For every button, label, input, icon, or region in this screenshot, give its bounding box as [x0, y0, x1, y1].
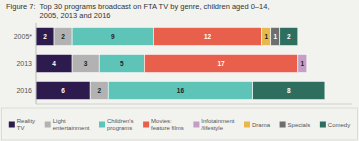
data-label: 6 — [61, 87, 65, 94]
bar-segment — [280, 27, 298, 45]
bar-segment — [153, 27, 261, 45]
bars — [36, 27, 325, 99]
legend-label: RealityTV — [17, 118, 35, 131]
legend-label-line: Reality — [17, 118, 35, 124]
data-label: 4 — [52, 60, 56, 67]
legend-swatch — [244, 122, 250, 128]
legend-swatch — [320, 122, 326, 128]
legend-label: Lightentertainment — [53, 118, 90, 131]
legend-swatch — [45, 122, 51, 128]
legend-label-line: Light — [53, 118, 66, 124]
legend: RealityTV Lightentertainment Children'spro… — [2, 108, 358, 140]
bar-segment — [262, 27, 271, 45]
bar-segment — [253, 81, 325, 99]
legend-label-line: Specials — [288, 122, 311, 128]
bar-segment — [54, 27, 72, 45]
y-tick-label: 2013 — [16, 60, 32, 67]
data-label: 3 — [84, 60, 88, 67]
subtitle: 2005, 2013 and 2016 — [40, 11, 111, 20]
bar-segment — [72, 27, 153, 45]
y-axis-line — [36, 23, 37, 104]
data-label: 9 — [111, 33, 115, 40]
legend-item: Drama — [244, 122, 271, 128]
bar-segment — [90, 81, 108, 99]
legend-label-line: /lifestyle — [201, 125, 223, 131]
y-tick-label: 2005* — [14, 33, 33, 40]
data-label: 2 — [43, 33, 47, 40]
legend-label: Movies:feature films — [151, 118, 184, 131]
data-label: 1 — [301, 60, 305, 67]
background — [0, 0, 359, 141]
legend-swatch — [9, 122, 15, 128]
legend-label-line: Comedy — [328, 122, 350, 128]
chart: Figure 7: Top 30 programs broadcast on FT… — [0, 0, 359, 141]
data-label: 8 — [287, 87, 291, 94]
legend-label-line: Infotainment — [201, 118, 234, 124]
legend-swatch — [143, 122, 149, 128]
title: Top 30 programs broadcast on FTA TV by g… — [40, 2, 270, 11]
data-label: 2 — [97, 87, 101, 94]
data-label: 12 — [204, 33, 212, 40]
legend-label-line: programs — [107, 125, 132, 131]
legend-label: Specials — [288, 122, 311, 128]
legend-label: Comedy — [328, 122, 350, 128]
legend-label: Drama — [252, 122, 271, 128]
figure-label: Figure 7: — [6, 2, 36, 11]
legend-item: Movies:feature films — [143, 118, 184, 131]
legend-item: Infotainment/lifestyle — [193, 118, 234, 131]
legend-label-line: Movies: — [151, 118, 172, 124]
bar-segment — [36, 54, 72, 72]
data-label: 1 — [264, 33, 268, 40]
legend-item: Children'sprograms — [99, 118, 134, 131]
data-labels: 2291211243517162168 — [43, 33, 304, 94]
legend-item: Specials — [280, 122, 311, 128]
legend-label-line: TV — [17, 125, 25, 131]
legend-swatch — [193, 122, 199, 128]
legend-item: Comedy — [320, 122, 350, 128]
legend-label-line: entertainment — [53, 125, 90, 131]
data-label: 2 — [287, 33, 291, 40]
legend-frame — [2, 108, 358, 140]
data-label: 5 — [120, 60, 124, 67]
data-label: 17 — [217, 60, 225, 67]
legend-label: Infotainment/lifestyle — [201, 118, 234, 131]
data-label: 16 — [177, 87, 185, 94]
legend-label-line: Children's — [107, 118, 134, 124]
bar-segment — [99, 54, 144, 72]
legend-item: RealityTV — [9, 118, 35, 131]
bar-segment — [298, 54, 307, 72]
bar-segment — [108, 81, 252, 99]
y-tick-label: 2016 — [16, 87, 32, 94]
legend-label: Children'sprograms — [107, 118, 134, 131]
data-label: 1 — [273, 33, 277, 40]
bar-segment — [36, 81, 90, 99]
legend-label-line: Drama — [252, 122, 271, 128]
data-label: 2 — [61, 33, 65, 40]
bar-segment — [36, 27, 54, 45]
legend-label-line: feature films — [151, 125, 184, 131]
bar-segment — [144, 54, 297, 72]
legend-swatch — [99, 122, 105, 128]
x-axis-line — [36, 104, 352, 105]
legend-swatch — [280, 122, 286, 128]
bar-segment — [271, 27, 280, 45]
bar-segment — [72, 54, 99, 72]
legend-item: Lightentertainment — [45, 118, 90, 131]
